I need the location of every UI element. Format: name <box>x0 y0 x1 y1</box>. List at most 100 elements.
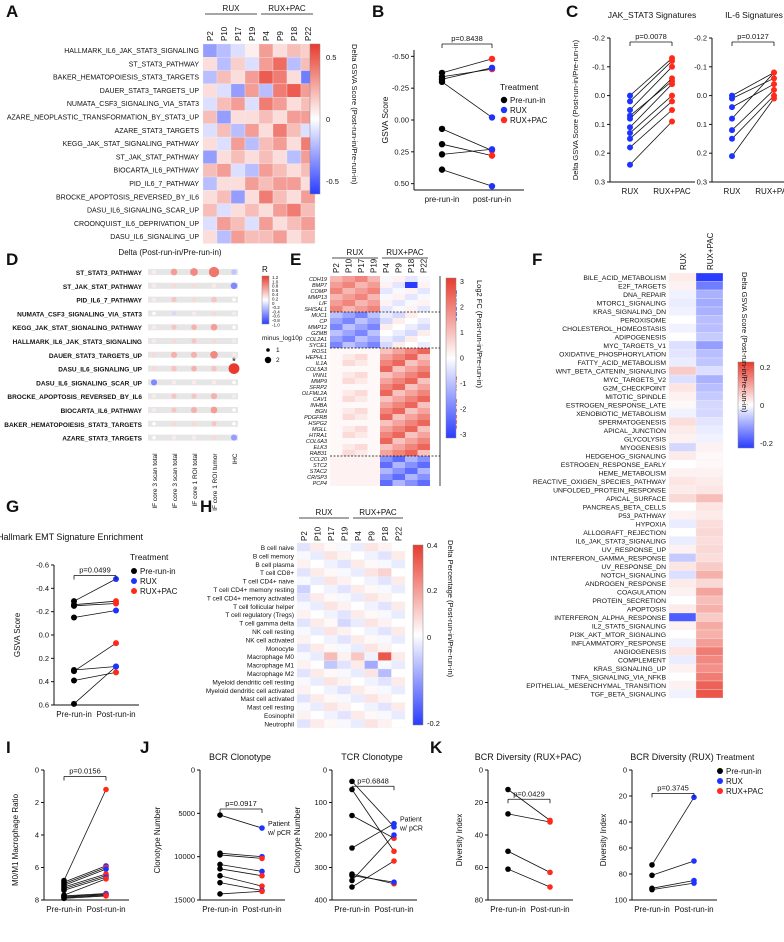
heatmap-cell <box>323 652 338 661</box>
heatmap-cell <box>695 459 724 469</box>
heatmap-cell <box>380 312 393 318</box>
colorbar-tick: 1.2 <box>272 275 279 280</box>
y-tick-label: 10000 <box>174 852 195 861</box>
gene-label: RAB31 <box>310 451 327 457</box>
y-tick-label: -0.1 <box>592 62 605 71</box>
heatmap-cell <box>330 366 343 372</box>
heatmap-cell <box>286 216 302 231</box>
pre-point <box>71 602 77 609</box>
pre-point <box>61 887 67 894</box>
heatmap-cell <box>258 83 274 98</box>
bubble <box>228 363 240 374</box>
row-label: Monocyte <box>266 646 295 653</box>
heatmap-cell <box>380 462 393 468</box>
bubble <box>210 393 218 400</box>
heatmap-cell <box>380 336 393 342</box>
heatmap-cell <box>405 318 418 324</box>
row-label: E2F_TARGETS <box>618 284 666 291</box>
row-label: CHOLESTEROL_HOMEOSTASIS <box>562 326 666 333</box>
heatmap-cell <box>350 660 365 670</box>
row-label: REACTIVE_OXIGEN_SPECIES_PATHWAY <box>533 479 667 486</box>
heatmap-cell <box>695 468 724 478</box>
heatmap-cell <box>668 451 697 461</box>
heatmap-cell <box>244 123 260 138</box>
heatmap-cell <box>342 402 355 408</box>
heatmap-cell <box>202 203 218 218</box>
y-tick-label: -0.4 <box>36 584 49 593</box>
heatmap-cell <box>272 216 288 231</box>
pre-point <box>217 879 223 886</box>
colorbar-tick: 0.2 <box>272 297 279 302</box>
row-label: MYC_TARGETS_V1 <box>603 343 666 350</box>
heatmap-cell <box>392 318 405 324</box>
pair-line <box>731 89 775 131</box>
pair-line <box>63 867 107 885</box>
heatmap-cell <box>350 710 365 720</box>
gene-label: HEPHL1 <box>306 355 327 361</box>
heatmap-cell <box>350 685 365 695</box>
heatmap-cell <box>323 677 338 686</box>
y-tick-label: 4 <box>35 831 39 840</box>
group-label: RUX <box>316 508 334 517</box>
heatmap-cell <box>668 425 697 435</box>
heatmap-cell <box>391 719 406 728</box>
subplot-title: TCR Clonotype <box>341 752 403 762</box>
heatmap-cell <box>391 685 406 695</box>
heatmap-cell <box>296 643 311 653</box>
heatmap-cell <box>695 451 724 461</box>
colorbar-tick: -1.0 <box>272 322 280 327</box>
heatmap-cell <box>364 710 379 720</box>
heatmap-cell <box>330 438 343 444</box>
heatmap-cell <box>392 462 405 468</box>
heatmap-cell <box>367 378 380 384</box>
heatmap-cell <box>695 536 724 546</box>
row-label: UV_RESPONSE_DN <box>601 564 666 571</box>
pre-point <box>349 845 355 851</box>
pair-line <box>219 868 263 877</box>
heatmap-cell <box>355 336 368 342</box>
heatmap-cell <box>367 336 380 342</box>
pre-point <box>71 677 77 684</box>
heatmap-cell <box>330 384 343 390</box>
heatmap-cell <box>668 272 697 282</box>
p-value-label: p=0.0499 <box>79 566 111 575</box>
heatmap-cell <box>668 332 697 342</box>
legend-label: RUX+PAC <box>510 116 548 125</box>
row-label: APICAL_SURFACE <box>606 496 667 503</box>
row-label: APOPTOSIS <box>627 607 667 614</box>
heatmap-cell <box>355 450 368 456</box>
heatmap-cell <box>417 468 430 474</box>
row-label: KRAS_SIGNALING_UP <box>593 666 666 673</box>
post-point <box>391 848 397 855</box>
gene-label: CP <box>319 319 327 325</box>
heatmap-cell <box>405 456 418 462</box>
heatmap-cell <box>216 70 232 85</box>
heatmap-cell <box>391 559 406 569</box>
heatmap-cell <box>258 203 274 218</box>
heatmap-cell <box>230 203 246 218</box>
heatmap-cell <box>296 542 311 552</box>
heatmap-cell <box>355 372 368 378</box>
post-point <box>259 825 265 831</box>
post-point <box>488 64 496 72</box>
panel-letter-d: D <box>6 250 19 269</box>
pre-point <box>349 812 355 819</box>
heatmap-cell <box>310 618 325 628</box>
heatmap-cell <box>330 432 343 438</box>
heatmap-cell <box>330 390 343 396</box>
bubble <box>171 324 177 330</box>
heatmap-cell <box>323 576 338 586</box>
heatmap-cell <box>216 190 232 204</box>
heatmap-cell <box>342 312 355 318</box>
pair-line <box>651 797 695 866</box>
row-label: HYPOXIA <box>636 522 667 529</box>
post-point <box>691 880 697 886</box>
heatmap-cell <box>300 216 316 231</box>
heatmap-cell <box>337 542 352 552</box>
heatmap-cell <box>350 702 365 712</box>
heatmap-cell <box>668 374 697 384</box>
row-label: T cell regulatory (Tregs) <box>225 612 294 619</box>
row-label: Myeloid dendritic cell resting <box>212 679 294 686</box>
heatmap-cell <box>350 668 365 678</box>
column-label: P4 <box>382 263 391 273</box>
